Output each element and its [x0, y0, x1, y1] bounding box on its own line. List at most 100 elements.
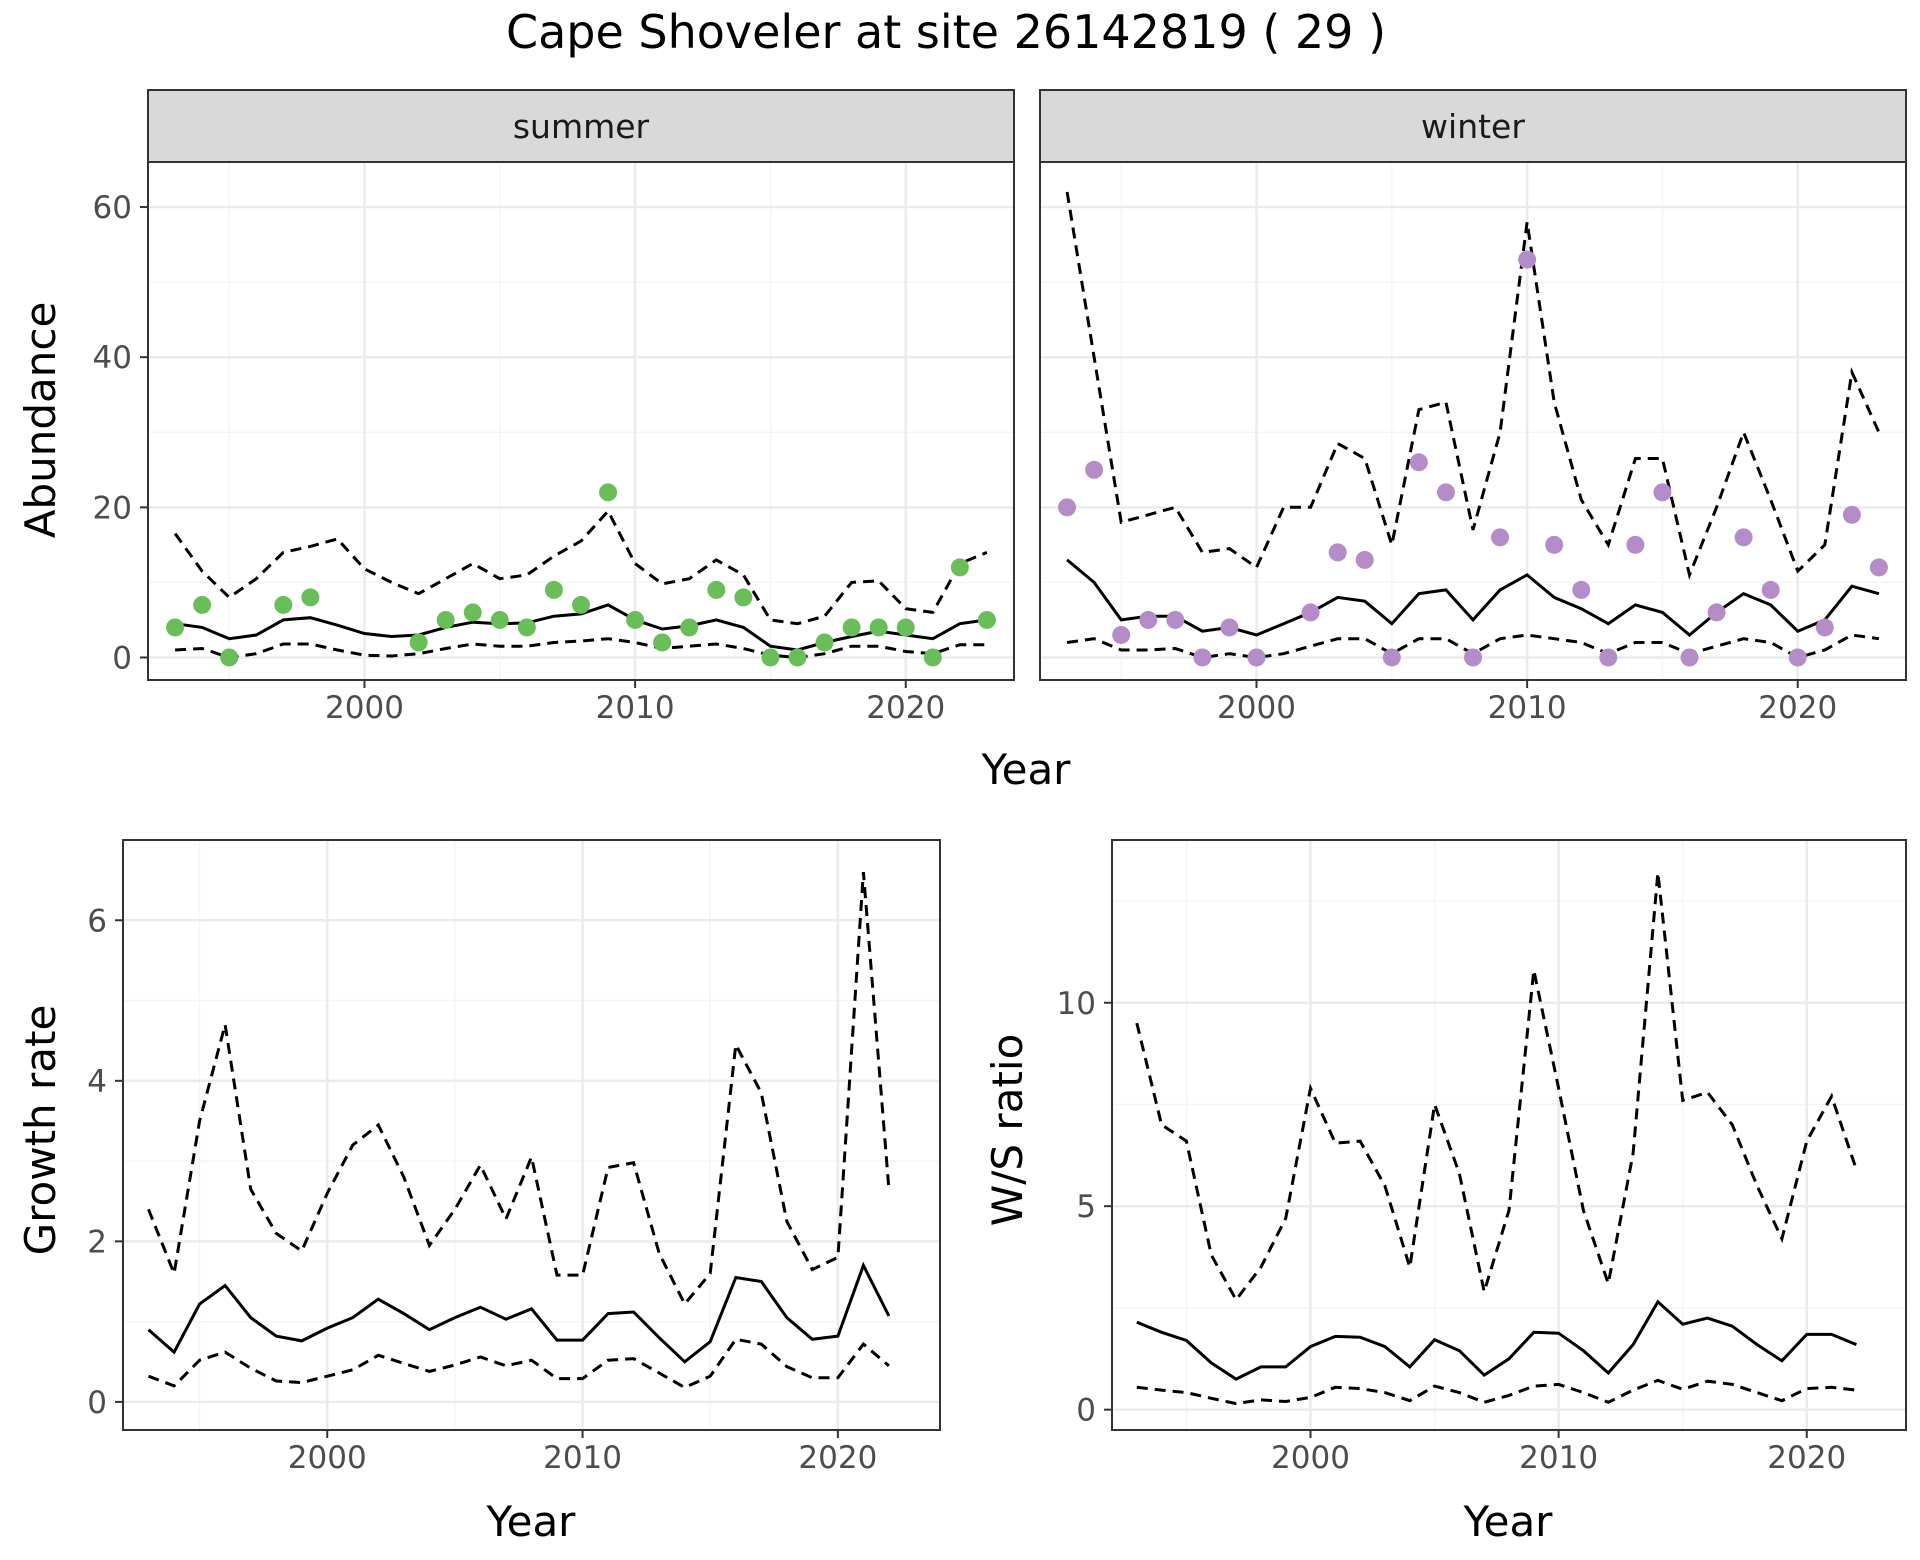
data-point-observed	[1193, 648, 1212, 667]
data-point-observed	[301, 588, 320, 607]
x-axis-title-growth: Year	[486, 1497, 577, 1546]
data-point-observed	[1058, 498, 1077, 517]
x-tick-label: 2020	[798, 1440, 877, 1476]
data-point-observed	[626, 610, 645, 629]
data-point-observed	[1572, 580, 1591, 599]
data-point-observed	[1464, 648, 1482, 667]
y-tick-label: 6	[87, 903, 107, 939]
plot-area-summer: 2000 2010 2020 0 20 40 60	[93, 161, 1015, 726]
data-point-observed	[1328, 543, 1347, 562]
data-point-observed	[1518, 250, 1537, 269]
data-point-observed	[815, 633, 834, 652]
data-point-observed	[1869, 558, 1888, 577]
series-upper-ci-line	[147, 871, 891, 1307]
series-upper-ci-line	[1135, 872, 1858, 1303]
data-point-observed	[1247, 648, 1266, 667]
panel-border	[1111, 839, 1907, 1431]
data-point-observed	[463, 603, 482, 622]
data-point-observed	[1085, 460, 1104, 479]
data-point-observed	[517, 618, 536, 637]
series-lower-ci-line	[175, 637, 987, 660]
data-point-observed	[977, 610, 996, 629]
data-point-observed	[1734, 528, 1753, 547]
data-point-observed	[193, 595, 212, 614]
series-mean-line	[1136, 1299, 1857, 1381]
data-point-observed	[950, 558, 969, 577]
x-axis-title-abundance: Year	[981, 745, 1072, 794]
y-axis-title-growth: Growth rate	[16, 1005, 65, 1256]
series-upper-ci-line	[1065, 191, 1881, 580]
data-point-observed	[1166, 610, 1185, 629]
x-tick-label: 2010	[596, 690, 675, 726]
data-point-observed	[1409, 453, 1428, 472]
data-point-observed	[1653, 483, 1672, 502]
series-upper-ci-line	[173, 508, 988, 626]
series-lower-ci-line	[1136, 1378, 1857, 1406]
data-point-observed	[734, 588, 753, 607]
y-axis-title-abundance: Abundance	[16, 302, 65, 539]
data-point-observed	[923, 648, 942, 667]
data-point-observed	[220, 648, 239, 667]
data-point-observed	[707, 580, 726, 599]
x-axis-title-ws-ratio: Year	[1463, 1497, 1554, 1546]
data-point-observed	[1626, 535, 1645, 554]
x-tick-label: 2010	[543, 1440, 622, 1476]
data-point-observed	[544, 580, 563, 599]
data-point-observed	[869, 618, 888, 637]
y-tick-label: 0	[1076, 1393, 1096, 1429]
x-tick-label: 2010	[1519, 1440, 1598, 1476]
data-point-observed	[1436, 483, 1455, 502]
data-point-observed	[1842, 505, 1861, 524]
y-tick-label: 0	[112, 640, 132, 676]
series-mean-line	[147, 1261, 891, 1364]
facet-winter: winter 2000 2010 2020	[1039, 89, 1907, 726]
data-point-observed	[761, 648, 780, 667]
data-point-observed	[1382, 648, 1401, 667]
x-tick-label: 2020	[866, 690, 945, 726]
data-point-observed	[409, 633, 428, 652]
plot-area-ws-ratio: 2000 2010 2020 0 5 10	[1057, 839, 1907, 1476]
data-point-observed	[1220, 618, 1239, 637]
data-point-observed	[599, 483, 618, 502]
data-point-observed	[274, 595, 293, 614]
y-tick-label: 5	[1076, 1189, 1096, 1225]
y-tick-label: 20	[93, 490, 132, 526]
series-lower-ci-line	[147, 1337, 890, 1390]
y-tick-label: 10	[1057, 986, 1096, 1022]
data-point-observed	[1112, 625, 1131, 644]
y-axis-title-ws-ratio: W/S ratio	[983, 1034, 1032, 1227]
data-point-observed	[166, 618, 185, 637]
growth-rate-chart: 2000 2010 2020 0 2 4 6 Year Growth rate	[16, 839, 941, 1546]
y-tick-label: 40	[93, 340, 132, 376]
strip-label-winter: winter	[1421, 107, 1525, 146]
data-point-observed	[788, 648, 807, 667]
series-mean-line	[1066, 558, 1880, 637]
data-point-observed	[1139, 610, 1158, 629]
panel-border	[147, 161, 1015, 681]
data-point-observed	[572, 595, 590, 614]
data-point-observed	[1815, 618, 1834, 637]
x-tick-label: 2020	[1758, 690, 1837, 726]
data-point-observed	[1761, 580, 1780, 599]
x-tick-label: 2020	[1767, 1440, 1846, 1476]
y-tick-label: 0	[87, 1385, 107, 1421]
x-tick-label: 2000	[288, 1440, 367, 1476]
data-point-observed	[1599, 648, 1618, 667]
x-tick-label: 2010	[1488, 690, 1567, 726]
strip-summer	[147, 89, 1015, 163]
y-tick-label: 60	[93, 190, 132, 226]
data-point-observed	[436, 610, 455, 629]
data-point-observed	[680, 618, 699, 637]
strip-label-summer: summer	[513, 107, 650, 146]
data-point-observed	[1301, 603, 1320, 622]
data-point-observed	[842, 618, 861, 637]
y-tick-label: 4	[87, 1064, 107, 1100]
data-point-observed	[1707, 603, 1726, 622]
data-point-observed	[1545, 535, 1564, 554]
data-point-observed	[1491, 528, 1510, 547]
data-point-observed	[1788, 648, 1807, 667]
x-tick-label: 2000	[1271, 1440, 1350, 1476]
figure-title: Cape Shoveler at site 26142819 ( 29 )	[506, 5, 1386, 59]
